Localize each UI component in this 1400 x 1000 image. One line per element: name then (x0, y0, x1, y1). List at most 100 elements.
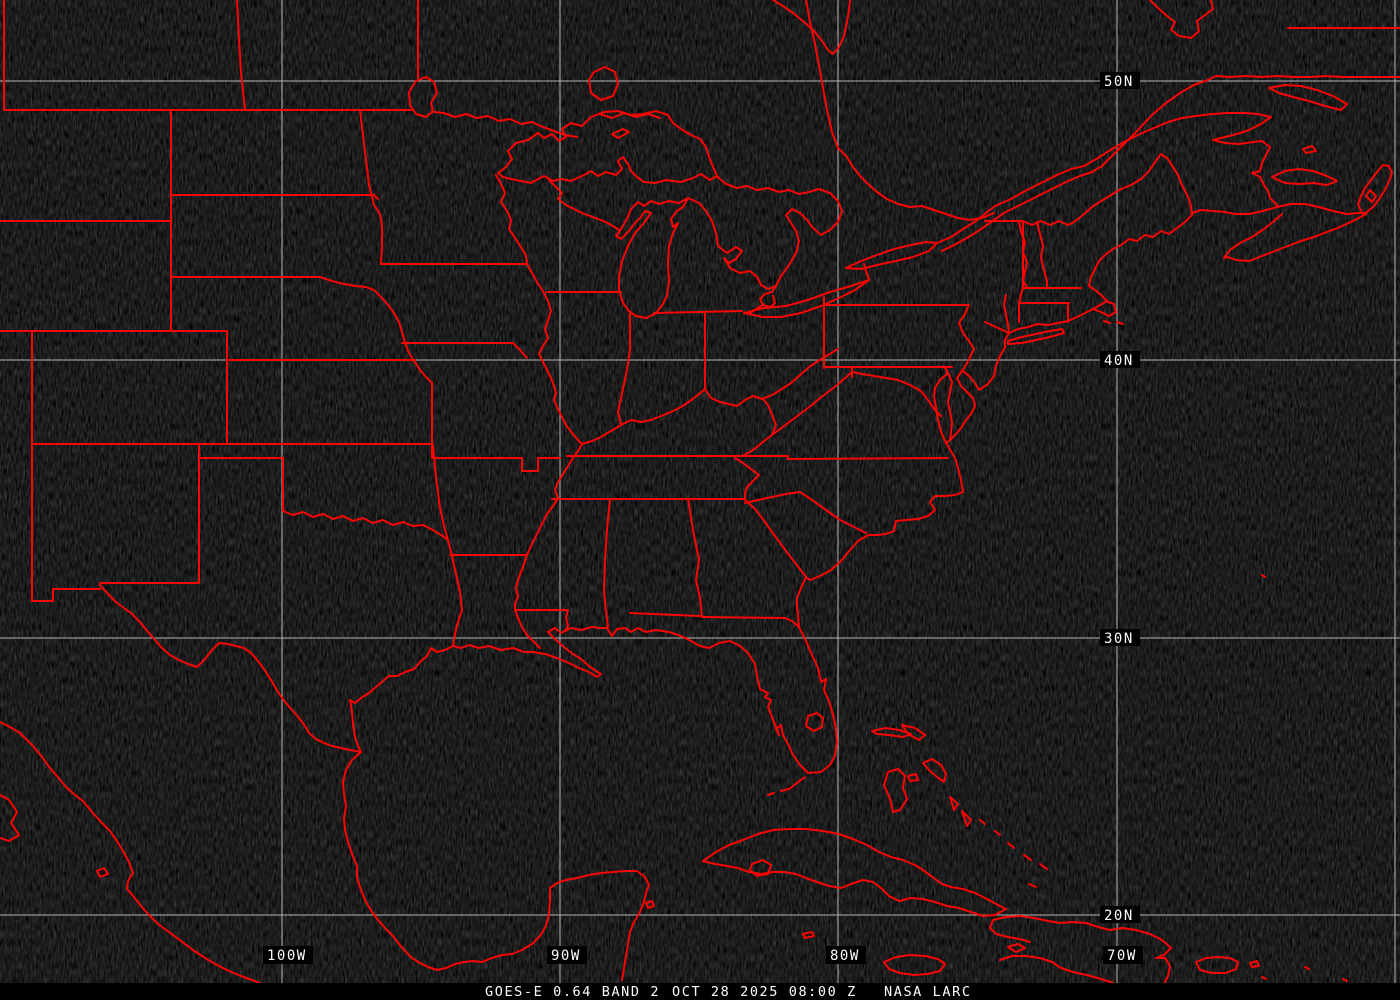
ny-nj-border (984, 321, 1010, 334)
midwest-us (0, 109, 839, 649)
tn-ky-va-nc-border (566, 455, 949, 460)
cozumel-island (645, 900, 655, 909)
iles-de-la-madeleine (1302, 145, 1317, 154)
ga-sc-border-savannah-river (744, 499, 807, 578)
isla-de-la-juventud (749, 859, 772, 877)
lat-label-40n: 40N (1104, 353, 1134, 369)
tres-marias-islands (96, 867, 109, 878)
lat-label-30n: 30N (1104, 631, 1134, 647)
lake-nipigon (588, 66, 619, 101)
caption-bar: GOES-E 0.64 BAND 2 OCT 28 2025 08:00 Z N… (0, 983, 1400, 1000)
nc-sc-border (744, 491, 867, 534)
bahamas (871, 724, 1048, 888)
caption-product: GOES-E 0.64 BAND 2 (485, 984, 660, 1000)
jamaica (883, 954, 946, 976)
baja-california-tip (0, 794, 20, 842)
mo-south-border-bootheel (431, 457, 561, 472)
caribbean-islands (702, 574, 1348, 985)
st-lawrence-south-shore (936, 112, 1272, 244)
lat-label-50n: 50N (1104, 74, 1134, 90)
anticosti-island (1268, 84, 1348, 111)
lake-erie-south-shore (743, 279, 870, 318)
nc-tn-border (734, 457, 760, 501)
coordinate-labels: 50N 40N 30N 20N 100W 90W 80W 70W (263, 72, 1143, 964)
south-central-us (99, 444, 949, 753)
nova-scotia (1223, 164, 1393, 262)
ny-quebec-border-45n (984, 220, 1075, 226)
cuba-north-coast (702, 828, 1007, 910)
al-ga-border (687, 498, 703, 618)
tx-la-border-sabine (447, 539, 463, 647)
prince-edward-island (1271, 168, 1338, 186)
red-river-mn-west-border (359, 109, 383, 265)
new-england-coast (1088, 214, 1193, 310)
mi-in-oh-border (653, 310, 743, 314)
caption-credit: NASA LARC (884, 984, 972, 1000)
nj-coast-delaware-bay (962, 346, 1006, 391)
mississippi-river (495, 174, 583, 649)
lon-label-70w: 70W (1107, 948, 1137, 964)
cape-cod (1092, 301, 1124, 325)
lake-erie-north-shore (743, 279, 870, 314)
maine-qc-nb-border (1073, 153, 1193, 223)
great-lakes (497, 110, 938, 319)
lon-label-90w: 90W (551, 948, 581, 964)
ma-ct-ri-borders (1018, 302, 1070, 323)
ok-ar-border (432, 444, 449, 541)
bay-of-fundy-nb-shore (1191, 206, 1278, 215)
delmarva-coast (945, 370, 976, 444)
caption-datetime: OCT 28 2025 08:00 Z (672, 984, 857, 1000)
co-nm-west-border (31, 330, 101, 602)
james-bay (772, 0, 851, 55)
lon-label-80w: 80W (830, 948, 860, 964)
la-ms-border-31n-pearl (514, 609, 569, 632)
quebec-north-coast-bay (1149, 0, 1214, 39)
lat-label-20n: 20N (1104, 908, 1134, 924)
lon-label-100w: 100W (267, 948, 307, 964)
gaspe-peninsula-south (1212, 116, 1278, 206)
canada-lakes-and-bays (408, 0, 851, 118)
rio-grande (99, 584, 362, 753)
st-marys-river (716, 175, 727, 185)
lake-of-the-woods (408, 76, 438, 118)
hudson-river (1003, 294, 1010, 334)
nm-east-south-border (99, 443, 200, 584)
on-qc-border-ottawa-river (805, 0, 995, 221)
ia-mo-border (401, 342, 528, 359)
il-in-border-wabash (617, 312, 631, 426)
mexico-pacific-coast (0, 721, 263, 985)
mexico-coastline (0, 721, 655, 985)
southern-new-england-coast (1004, 308, 1094, 348)
sk-mb-border (236, 0, 246, 111)
lake-huron-georgian-bay (725, 183, 843, 287)
appalachian-state-borders (741, 371, 853, 457)
mid-atlantic-us (741, 346, 1006, 457)
florida-coast (547, 626, 838, 774)
wi-mi-up-border (548, 179, 620, 231)
lake-okeechobee (805, 712, 824, 732)
lake-huron-michigan-shore (687, 197, 777, 290)
vt-nh-border (1036, 221, 1048, 289)
red-river-tx-ok (282, 510, 449, 541)
mississippi-delta-la-coast (452, 631, 602, 678)
caption-bar-background (0, 983, 1400, 1000)
lake-michigan (615, 197, 689, 319)
hispaniola (989, 915, 1172, 985)
isle-royale (611, 128, 630, 139)
gulf-atlantic-coastline (349, 442, 964, 796)
sd-ne-border-missouri-river (170, 276, 433, 384)
puerto-rico (1195, 956, 1239, 974)
st-lawrence-north-shore (941, 75, 1400, 252)
cayman-islands (802, 931, 815, 939)
lesser-antilles-and-bermuda (1249, 574, 1348, 982)
florida-keys (767, 776, 806, 796)
st-lawrence-and-maritimes (936, 0, 1400, 262)
texas-coast (349, 645, 454, 753)
ok-panhandle-100w-border (198, 457, 284, 512)
atlantic-coast-south (796, 442, 964, 628)
mexico-gulf-coast-yucatan (342, 751, 650, 981)
